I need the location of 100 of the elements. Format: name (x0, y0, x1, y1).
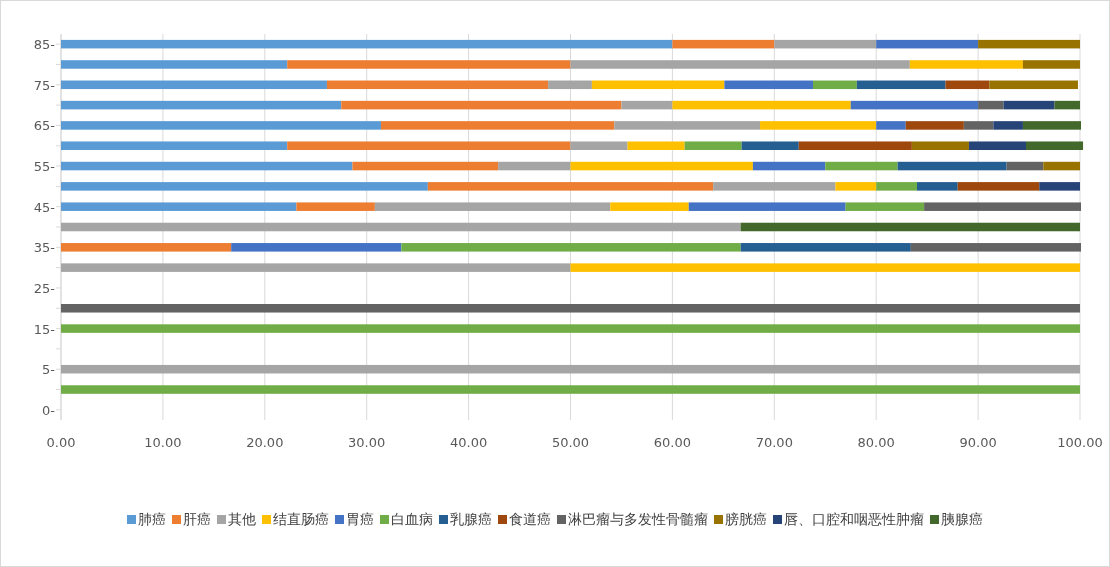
bar (798, 141, 912, 150)
bar (610, 202, 689, 211)
legend-label: 淋巴瘤与多发性骨髓瘤 (568, 511, 708, 527)
x-tick-label: 60.00 (653, 435, 692, 450)
bar (1022, 121, 1082, 130)
bar (61, 385, 1080, 394)
bar (614, 121, 761, 130)
bar (627, 141, 685, 150)
bar (570, 60, 910, 69)
bar (978, 39, 1080, 49)
bar (401, 243, 741, 252)
bar (380, 121, 615, 130)
bar (341, 100, 622, 110)
bar (1054, 100, 1080, 110)
bar (570, 263, 1080, 272)
legend-label: 肺癌 (138, 511, 166, 527)
bar (621, 100, 673, 110)
bar (61, 60, 288, 69)
bar (760, 121, 877, 130)
bar (876, 121, 906, 130)
y-tick-label: 5- (42, 362, 56, 378)
bar (61, 202, 297, 211)
legend-label: 膀胱癌 (725, 511, 767, 527)
bar (978, 100, 1004, 110)
bar (61, 304, 1080, 313)
bar (684, 141, 742, 150)
bar (1043, 161, 1080, 171)
x-tick-label: 20.00 (246, 435, 284, 450)
bar (835, 182, 877, 191)
bar (910, 243, 1082, 252)
bar (1039, 182, 1080, 191)
legend-label: 胃癌 (346, 511, 374, 527)
bar (856, 80, 946, 90)
bar (963, 121, 994, 130)
y-tick-label: 0- (42, 402, 56, 418)
bar (713, 182, 836, 191)
bar (741, 141, 799, 150)
x-tick-label: 50.00 (551, 435, 590, 450)
bar (957, 182, 1040, 191)
bar (326, 80, 549, 90)
x-tick-label: 100.00 (1057, 435, 1103, 450)
bar (1022, 60, 1080, 69)
bar (61, 39, 673, 49)
bar (61, 324, 1080, 333)
bar (825, 161, 898, 171)
bar (905, 121, 964, 130)
bar (688, 202, 846, 211)
x-tick-label: 40.00 (449, 435, 488, 450)
bar (968, 141, 1026, 150)
x-tick-label: 10.00 (144, 435, 182, 450)
y-tick-label: 55- (33, 159, 56, 175)
bar (61, 121, 381, 130)
bar (427, 182, 714, 191)
legend-label: 结直肠癌 (273, 511, 329, 527)
bar (61, 141, 288, 150)
bar (897, 161, 1007, 171)
bar (61, 364, 1080, 374)
bar (374, 202, 611, 211)
legend-label: 唇、口腔和咽恶性肿瘤 (784, 511, 924, 527)
legend-label: 白血病 (391, 511, 433, 527)
bar (672, 100, 851, 110)
bar (1003, 100, 1055, 110)
y-tick-label: 25- (33, 280, 56, 296)
bar (945, 80, 990, 90)
bar (740, 222, 1080, 232)
bar (61, 222, 741, 232)
y-tick-label: 45- (33, 199, 56, 215)
bar (740, 243, 911, 252)
legend-label: 食道癌 (509, 511, 551, 527)
bar (876, 39, 979, 49)
bar (993, 121, 1023, 130)
bar (61, 100, 342, 110)
bar (570, 141, 628, 150)
legend-label: 胰腺癌 (941, 511, 983, 527)
bar (911, 141, 969, 150)
legend-label: 乳腺癌 (450, 511, 492, 527)
bar (570, 161, 753, 171)
x-tick-label: 90.00 (959, 435, 997, 450)
bar (909, 60, 1023, 69)
y-tick-label: 85- (33, 37, 56, 53)
bar (591, 80, 725, 90)
bar (287, 141, 571, 150)
x-tick-label: 30.00 (348, 435, 386, 450)
x-tick-label: 70.00 (755, 435, 793, 450)
bar (352, 161, 499, 171)
bar (61, 243, 232, 252)
bar (924, 202, 1082, 211)
bar (498, 161, 571, 171)
bar (296, 202, 375, 211)
bar (876, 182, 917, 191)
bar (752, 161, 826, 171)
y-tick-label: 75- (33, 77, 56, 93)
bar (287, 60, 571, 69)
bar (774, 39, 877, 49)
y-tick-label: 15- (33, 321, 56, 337)
bar (724, 80, 814, 90)
bar (850, 100, 979, 110)
legend-label: 其他 (228, 511, 256, 527)
bar (916, 182, 958, 191)
bar (1025, 141, 1084, 150)
